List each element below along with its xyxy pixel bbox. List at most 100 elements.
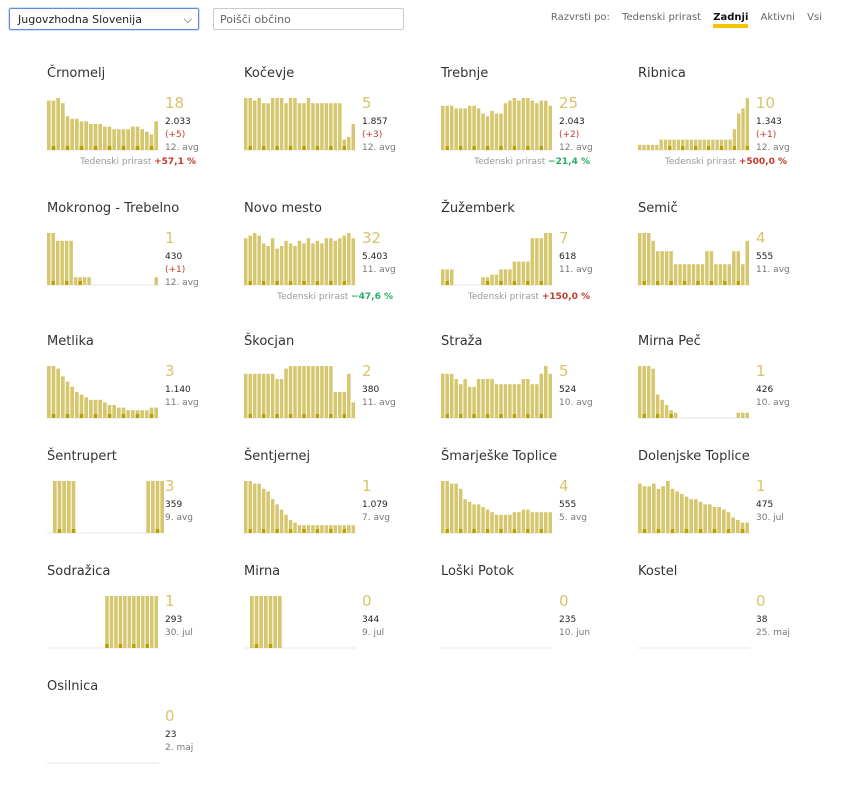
last-case-date: 9. avg [165, 513, 194, 523]
municipality-card[interactable]: Mokronog - Trebelno 1 430 (+1) 12. avg [47, 201, 227, 321]
population: 1.079 [362, 500, 388, 510]
municipality-card[interactable]: Osilnica 0 23 2. maj [47, 679, 227, 799]
sparkline-bar [150, 596, 154, 648]
sparkline-bar [717, 507, 721, 533]
municipality-card[interactable]: Škocjan 2 380 11. avg [244, 334, 424, 454]
last-case-date: 10. avg [756, 398, 790, 408]
sparkline-bar-new [642, 281, 646, 285]
sparkline-bar [293, 366, 297, 418]
last-case-date: 11. avg [756, 265, 790, 275]
sparkline-bar [288, 520, 293, 533]
sparkline-bar-new [642, 529, 647, 533]
weekly-growth-label: Tedenski prirast [474, 157, 549, 167]
daily-delta: (+2) [559, 130, 580, 140]
sparkline-bar [481, 277, 485, 285]
municipality-card[interactable]: Kočevje 5 1.857 (+3) 12. avg [244, 66, 424, 186]
municipality-card[interactable]: Ribnica 10 1.343 (+1) 12. avg Tedenski priras… [638, 66, 818, 186]
municipality-card[interactable]: Novo mesto 32 5.403 11. avg Tedenski prirast… [244, 201, 424, 321]
sparkline-bar [715, 139, 719, 150]
sparkline-bar [252, 483, 257, 533]
sparkline-bar [472, 105, 476, 150]
municipality-name: Trebnje [441, 66, 489, 81]
sparkline-bar [539, 373, 544, 418]
municipality-card[interactable]: Metlika 3 1.140 11. avg [47, 334, 227, 454]
sparkline-bar [745, 522, 749, 533]
sparkline-bar [544, 512, 548, 533]
population: 380 [362, 385, 380, 395]
municipality-card[interactable]: Žužemberk 7 618 11. avg Tedenski prirast +15… [441, 201, 621, 321]
toolbar: Jugovzhodna Slovenija ⌵ Razvrsti po: Ted… [9, 8, 822, 32]
sparkline-bar-new [668, 146, 672, 150]
sparkline-bar-new [329, 146, 333, 150]
sort-option-aktivni[interactable]: Aktivni [760, 12, 795, 23]
weekly-growth-label: Tedenski prirast [277, 292, 352, 302]
sparkline-bar [154, 277, 158, 285]
sparkline-bar-new [93, 146, 98, 150]
sparkline-bar [324, 103, 329, 150]
municipality-name: Loški Potok [441, 564, 514, 579]
cases-sparkline [441, 481, 553, 534]
active-cases: 18 [165, 94, 185, 112]
sparkline-bar [638, 144, 642, 150]
sparkline-bar [333, 392, 338, 418]
sparkline-bar [512, 261, 517, 285]
sort-option-tedenski-prirast[interactable]: Tedenski prirast [622, 12, 702, 23]
sparkline-bar [279, 98, 284, 150]
municipality-card[interactable]: Šentrupert 3 359 9. avg [47, 449, 227, 569]
region-select[interactable]: Jugovzhodna Slovenija ⌵ [9, 8, 199, 30]
sparkline-bar [333, 240, 338, 285]
sparkline-bar [154, 121, 158, 150]
search-input[interactable] [213, 8, 404, 30]
municipality-card[interactable]: Sodražica 1 293 30. jul [47, 564, 227, 684]
sparkline-bar [338, 238, 342, 285]
sparkline-bar [112, 129, 116, 150]
sparkline-bar [244, 98, 248, 150]
sparkline-bar [652, 483, 656, 533]
sparkline-bar [84, 121, 88, 150]
sparkline-bar-new [79, 146, 84, 150]
sparkline-bar [320, 525, 324, 533]
municipality-card[interactable]: Dolenjske Toplice 1 475 30. jul [638, 449, 818, 569]
cases-sparkline [441, 233, 553, 286]
municipality-card[interactable]: Loški Potok 0 235 10. jun [441, 564, 621, 684]
sparkline-bar [266, 491, 270, 533]
sparkline-bar [449, 105, 454, 150]
municipality-card[interactable]: Šentjernej 1 1.079 7. avg [244, 449, 424, 569]
municipality-card[interactable]: Šmarješke Toplice 4 555 5. avg [441, 449, 621, 569]
sparkline-bar [338, 103, 342, 150]
municipality-card[interactable]: Kostel 0 38 25. maj [638, 564, 818, 684]
municipality-card[interactable]: Črnomelj 18 2.033 (+5) 12. avg Tedenski prira… [47, 66, 227, 186]
sparkline-bar-new [526, 414, 530, 418]
sparkline-bar [526, 509, 530, 533]
sparkline-bar [673, 264, 678, 285]
municipality-card[interactable]: Trebnje 25 2.043 (+2) 12. avg Tedenski priras… [441, 66, 621, 186]
weekly-growth-value: +150,0 % [541, 292, 590, 302]
sparkline-bar [508, 100, 512, 150]
sort-option-zadnji[interactable]: Zadnji [713, 12, 749, 28]
sparkline-bar [75, 392, 79, 418]
sparkline-bar [517, 512, 521, 533]
municipality-card[interactable]: Mirna 0 344 9. jul [244, 564, 424, 684]
last-case-date: 12. avg [559, 143, 593, 153]
sparkline-bar-new [539, 146, 544, 150]
sparkline-bar [279, 379, 284, 418]
sparkline-bar-new [745, 146, 749, 150]
municipality-card[interactable]: Semič 4 555 11. avg [638, 201, 818, 321]
sparkline-bar-new [539, 281, 544, 285]
municipality-card[interactable]: Straža 5 524 10. avg [441, 334, 621, 454]
sparkline-bar [248, 235, 252, 285]
cases-sparkline [244, 596, 356, 649]
municipality-name: Straža [441, 334, 483, 349]
population: 5.403 [362, 252, 388, 262]
sparkline-bar [700, 264, 705, 285]
municipality-card[interactable]: Mirna Peč 1 426 10. avg [638, 334, 818, 454]
sparkline-bar [441, 481, 445, 533]
sparkline-bar [333, 103, 338, 150]
sort-option-vsi[interactable]: Vsi [807, 12, 822, 23]
active-cases: 1 [756, 362, 766, 380]
sparkline-bar [131, 410, 135, 418]
sparkline-bar-new [51, 414, 56, 418]
sparkline-bar [279, 509, 284, 533]
sparkline-bar [712, 507, 717, 533]
sparkline-bar [270, 98, 275, 150]
